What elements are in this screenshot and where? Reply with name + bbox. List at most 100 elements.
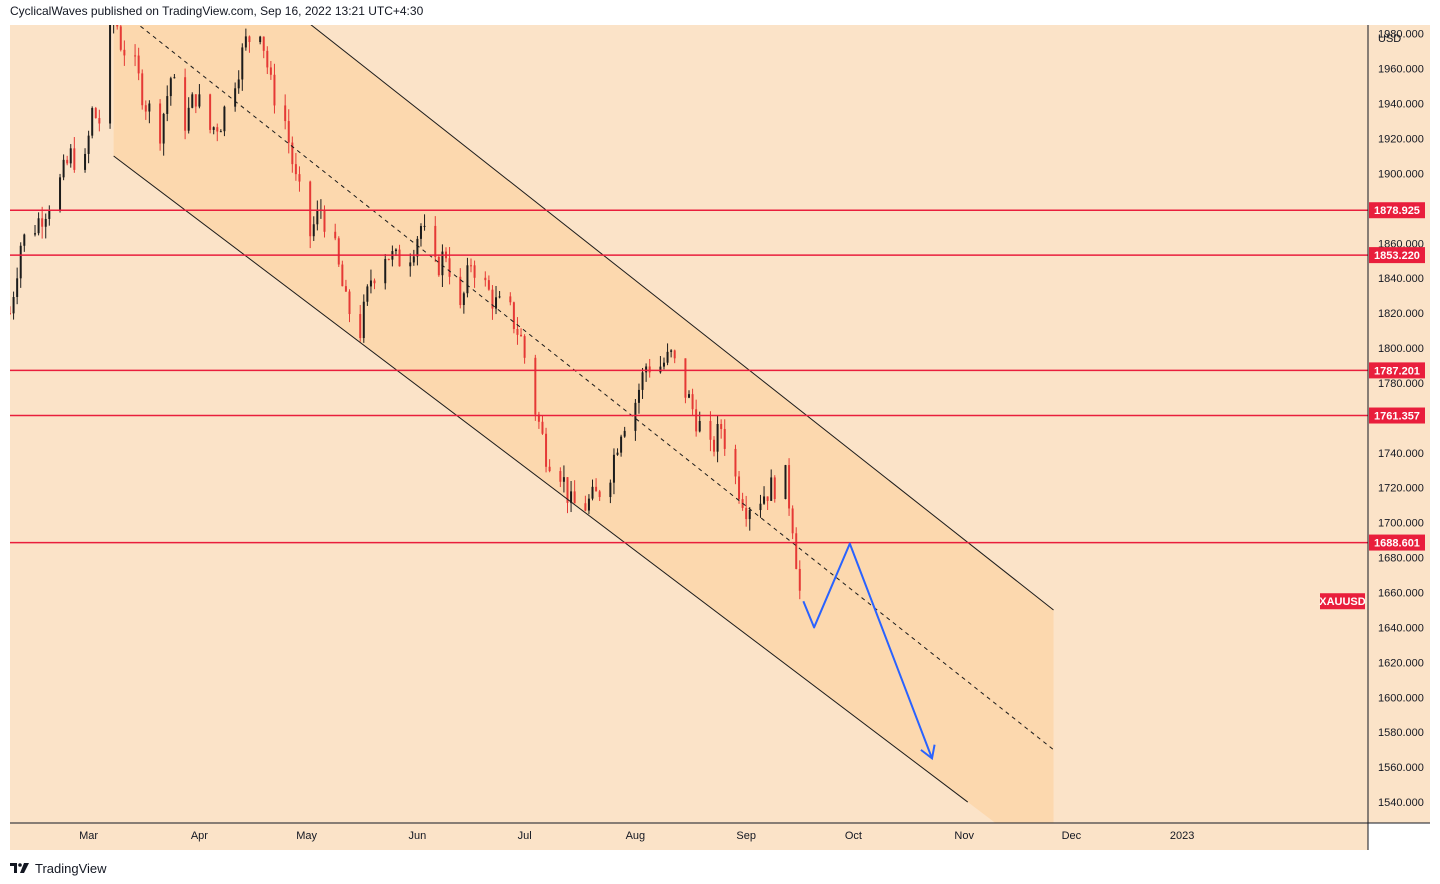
candle xyxy=(462,291,465,314)
price-scale[interactable] xyxy=(1368,25,1430,823)
candle xyxy=(366,284,369,306)
candle xyxy=(362,294,365,343)
candle xyxy=(795,527,798,570)
candle xyxy=(423,214,426,231)
candle xyxy=(498,291,501,299)
price-tick-label: 1540.000 xyxy=(1378,797,1424,809)
projection-path[interactable] xyxy=(802,542,933,759)
candle xyxy=(763,486,766,505)
price-tick-label: 1620.000 xyxy=(1378,657,1424,669)
channel-upper-line[interactable] xyxy=(278,0,1054,611)
candle xyxy=(559,467,562,488)
time-tick-label: 2023 xyxy=(1170,830,1194,842)
candle xyxy=(784,464,787,500)
candle xyxy=(134,44,137,67)
candle xyxy=(123,40,126,66)
price-tick-label: 1900.000 xyxy=(1378,168,1424,180)
candle xyxy=(534,354,537,421)
candle xyxy=(41,206,44,239)
candle xyxy=(713,436,716,457)
candle xyxy=(216,123,219,142)
candle xyxy=(716,415,719,463)
footer-brand[interactable]: TradingView xyxy=(10,858,107,878)
candle xyxy=(759,494,762,518)
candle xyxy=(623,426,626,438)
level-price-tag: 1787.201 xyxy=(1369,362,1425,379)
time-tick-label: Aug xyxy=(626,830,646,842)
svg-text:1688.601: 1688.601 xyxy=(1374,538,1420,550)
candle xyxy=(791,505,794,540)
candle xyxy=(688,390,690,399)
level-price-tag: 1688.601 xyxy=(1369,534,1425,551)
candle xyxy=(37,212,40,236)
candle xyxy=(269,60,272,80)
candle xyxy=(294,152,297,181)
candle xyxy=(166,85,169,122)
time-tick-label: Nov xyxy=(954,830,974,842)
candle xyxy=(116,25,119,30)
candle xyxy=(198,84,201,109)
candle xyxy=(591,479,594,501)
price-tick-label: 1780.000 xyxy=(1378,378,1424,390)
candle xyxy=(91,106,94,139)
price-tick-label: 1720.000 xyxy=(1378,483,1424,495)
candle xyxy=(684,358,687,404)
candle xyxy=(566,477,569,514)
candle xyxy=(169,76,172,106)
candle xyxy=(369,269,372,294)
candle xyxy=(691,388,694,416)
candle xyxy=(419,223,422,247)
candle xyxy=(520,328,523,337)
candle xyxy=(662,357,665,370)
price-tick-label: 1580.000 xyxy=(1378,727,1424,739)
candle xyxy=(287,109,290,154)
time-scale[interactable] xyxy=(10,823,1368,850)
candle xyxy=(373,278,376,290)
candle xyxy=(748,507,751,531)
time-tick-label: May xyxy=(296,830,317,842)
candle xyxy=(12,291,15,320)
candle xyxy=(137,47,140,81)
candle xyxy=(48,205,51,226)
candle xyxy=(66,155,69,166)
candle xyxy=(266,46,269,75)
candle xyxy=(516,317,519,345)
candle xyxy=(512,301,515,334)
candle xyxy=(148,100,151,124)
candle xyxy=(738,471,741,504)
candle xyxy=(237,70,240,94)
candle xyxy=(695,399,698,437)
candle xyxy=(670,349,673,358)
candle xyxy=(766,496,769,511)
candle xyxy=(19,242,22,288)
time-tick-label: Oct xyxy=(845,830,862,842)
candle xyxy=(459,268,462,309)
candle xyxy=(144,100,147,120)
candle xyxy=(720,419,723,439)
candle xyxy=(23,233,26,252)
price-tick-label: 1740.000 xyxy=(1378,448,1424,460)
candle xyxy=(84,148,87,173)
candle xyxy=(641,367,644,399)
time-tick-label: Jul xyxy=(518,830,532,842)
candle xyxy=(219,129,222,133)
candle xyxy=(545,427,548,473)
channel-midline[interactable] xyxy=(128,16,1054,751)
candle xyxy=(159,99,162,151)
candle xyxy=(113,25,115,34)
candle xyxy=(770,469,773,501)
candle xyxy=(595,478,598,492)
candle xyxy=(723,419,726,456)
price-tick-label: 1820.000 xyxy=(1378,308,1424,320)
candle xyxy=(141,69,144,110)
candle xyxy=(284,94,287,130)
channel-lower-line[interactable] xyxy=(113,155,969,803)
time-tick-label: Dec xyxy=(1062,830,1082,842)
channel-fill xyxy=(113,25,1054,823)
candle xyxy=(523,334,526,364)
candle xyxy=(184,68,187,140)
candle xyxy=(262,36,265,59)
candle xyxy=(119,25,122,52)
candle xyxy=(562,465,565,493)
